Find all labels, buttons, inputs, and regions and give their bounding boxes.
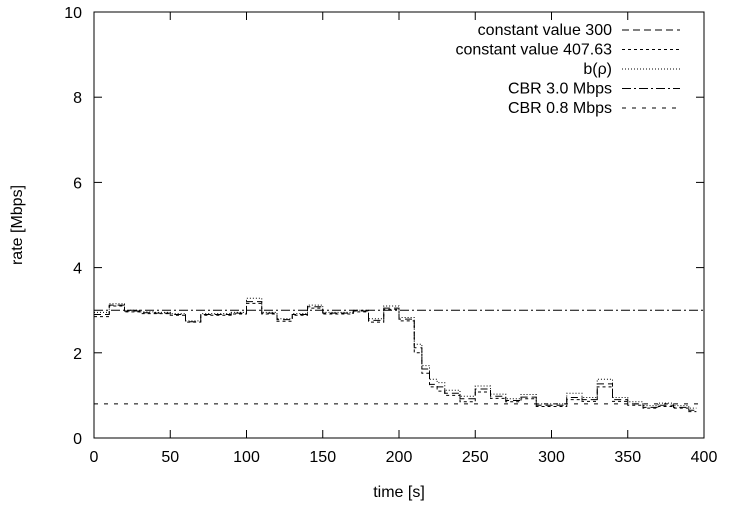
series-layer (94, 297, 704, 413)
series-line-2 (94, 297, 697, 409)
x-tick-label-3: 150 (309, 449, 336, 466)
series-line-1 (94, 302, 697, 413)
legend-label-2: b(ρ) (583, 61, 612, 78)
y-tick-label-4: 8 (73, 90, 82, 107)
x-tick-label-1: 50 (161, 449, 179, 466)
x-tick-label-0: 0 (90, 449, 99, 466)
legend: constant value 300 constant value 407.63 b… (455, 22, 680, 117)
y-tick-label-1: 2 (73, 346, 82, 363)
y-axis-label: rate [Mbps] (9, 185, 26, 265)
series-line-0 (94, 301, 697, 411)
legend-label-4: CBR 0.8 Mbps (508, 100, 612, 117)
y-tick-label-5: 10 (64, 5, 82, 22)
x-tick-label-4: 200 (386, 449, 413, 466)
y-tick-label-0: 0 (73, 431, 82, 448)
plot-frame (93, 11, 705, 439)
x-tick-label-6: 300 (538, 449, 565, 466)
tick-layer: 0 50 100 150 200 250 300 350 400 0 2 4 6 8 10 (64, 5, 717, 466)
x-axis-label: time [s] (373, 484, 425, 501)
y-tick-label-3: 6 (73, 175, 82, 192)
x-tick-label-5: 250 (462, 449, 489, 466)
legend-label-1: constant value 407.63 (455, 42, 612, 59)
legend-label-3: CBR 3.0 Mbps (508, 81, 612, 98)
x-tick-label-2: 100 (233, 449, 260, 466)
x-tick-label-8: 400 (691, 449, 718, 466)
x-tick-label-7: 350 (614, 449, 641, 466)
y-tick-label-2: 4 (73, 261, 82, 278)
legend-label-0: constant value 300 (478, 22, 612, 39)
